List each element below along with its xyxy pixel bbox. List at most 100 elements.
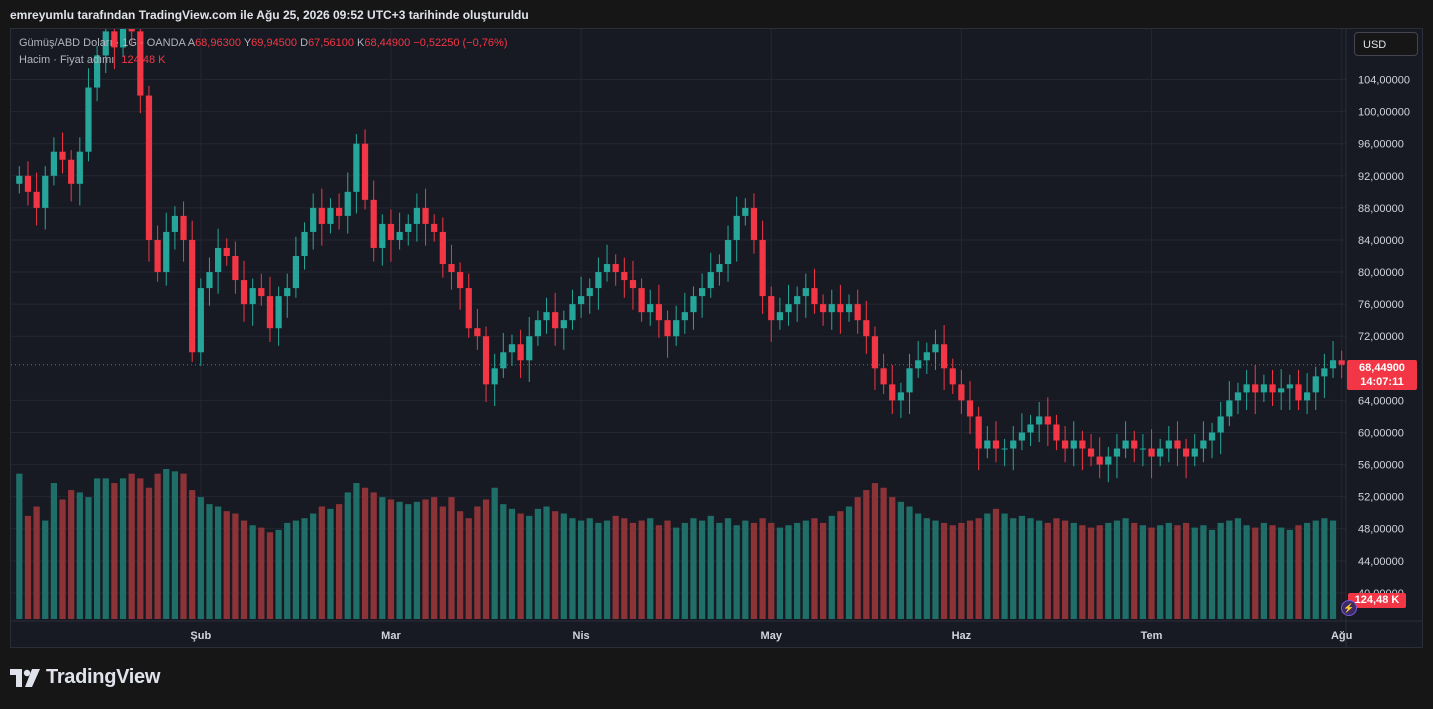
- candle-body: [42, 175, 49, 208]
- candle-body: [880, 368, 887, 385]
- volume-bar: [465, 518, 472, 619]
- volume-bar: [828, 515, 835, 619]
- volume-bar: [128, 473, 135, 619]
- candle-body: [145, 95, 153, 240]
- candle-body: [171, 215, 179, 232]
- chart-panel[interactable]: 104,00000 100,00000 96,00000 92,00000 88,000…: [10, 28, 1423, 648]
- volume-bar: [266, 532, 274, 619]
- volume-bar: [59, 499, 66, 619]
- candle-body: [1036, 416, 1043, 425]
- volume-bar: [431, 497, 438, 619]
- candle-body: [906, 368, 913, 393]
- volume-bar: [318, 506, 325, 619]
- volume-bar: [93, 478, 101, 619]
- candle-body: [1165, 440, 1172, 449]
- volume-bar: [707, 515, 714, 619]
- candle-body: [232, 256, 239, 281]
- candle-body: [128, 29, 135, 32]
- volume-bar: [975, 518, 982, 619]
- volume-label[interactable]: Hacim · Fiyat adımı: [19, 54, 115, 66]
- volume-bar: [396, 501, 403, 619]
- candle-body: [405, 223, 412, 232]
- x-tick-label: May: [761, 630, 783, 642]
- volume-bar: [854, 497, 861, 619]
- volume-bar: [249, 525, 256, 619]
- candle-body: [612, 264, 619, 273]
- lightning-icon[interactable]: ⚡: [1341, 600, 1357, 616]
- candle-body: [1286, 384, 1293, 389]
- candle-body: [897, 392, 905, 401]
- volume-bar: [1018, 515, 1026, 619]
- candle-body: [33, 191, 40, 208]
- candle-body: [560, 320, 567, 329]
- volume-bar: [1087, 527, 1095, 619]
- change-value: −0,52250 (−0,76%): [413, 37, 508, 49]
- volume-bar: [629, 522, 637, 619]
- currency-button[interactable]: USD: [1354, 32, 1418, 56]
- volume-bar: [301, 518, 308, 619]
- volume-bar: [1303, 522, 1311, 619]
- candle-body: [742, 207, 749, 216]
- volume-bar: [1053, 518, 1060, 619]
- candle-body: [1061, 440, 1069, 449]
- volume-bar: [742, 520, 749, 619]
- volume-bar: [76, 492, 83, 619]
- volume-bar: [214, 506, 222, 619]
- candle-body: [396, 231, 403, 240]
- candle-body: [603, 264, 611, 273]
- candle-body: [482, 336, 490, 385]
- candle-body: [1131, 440, 1138, 449]
- candle-body: [448, 264, 455, 273]
- price-chart[interactable]: 104,00000 100,00000 96,00000 92,00000 88,000…: [11, 29, 1423, 648]
- volume-bar: [1329, 520, 1337, 619]
- volume-bar: [491, 487, 498, 619]
- x-tick-label: Nis: [573, 630, 590, 642]
- candle-body: [465, 288, 472, 329]
- candle-body: [137, 31, 144, 96]
- volume-bar: [915, 513, 922, 619]
- volume-bar: [500, 504, 507, 619]
- volume-bar: [1269, 525, 1276, 619]
- candle-body: [629, 280, 637, 289]
- volume-bar: [819, 522, 827, 619]
- candle-body: [655, 304, 663, 321]
- volume-bar: [206, 504, 213, 619]
- low-value: 67,56100: [308, 37, 354, 49]
- candle-body: [189, 239, 196, 353]
- candle-body: [301, 231, 308, 256]
- candle-body: [1200, 440, 1207, 449]
- volume-bar: [1286, 529, 1293, 619]
- candle-body: [318, 207, 325, 224]
- volume-bar: [1243, 525, 1250, 619]
- candle-body: [569, 304, 576, 321]
- volume-bar: [923, 518, 930, 619]
- candle-body: [1148, 448, 1155, 457]
- tradingview-logo[interactable]: TradingView: [10, 666, 160, 689]
- candle-body: [759, 239, 766, 297]
- candle-body: [1208, 432, 1216, 441]
- candle-body: [93, 55, 101, 88]
- candle-body: [1252, 384, 1259, 393]
- candle-body: [716, 264, 723, 273]
- candle-body: [828, 304, 835, 313]
- open-label: A: [187, 37, 196, 49]
- volume-bar: [569, 518, 576, 619]
- y-tick-label: 44,00000: [1358, 556, 1404, 568]
- candle-body: [85, 87, 92, 152]
- volume-bar: [794, 522, 801, 619]
- volume-bar: [474, 506, 481, 619]
- bar-countdown: 14:07:11: [1360, 376, 1404, 388]
- volume-bar: [1234, 518, 1242, 619]
- volume-bar: [1027, 518, 1034, 619]
- candle-body: [1303, 392, 1311, 401]
- candle-body: [966, 400, 974, 417]
- volume-bar: [405, 504, 412, 619]
- candle-body: [543, 312, 550, 321]
- candle-body: [794, 296, 801, 305]
- volume-bar: [197, 497, 204, 619]
- symbol-label[interactable]: Gümüş/ABD Doları · 1G · OANDA: [19, 37, 186, 49]
- volume-bar: [1105, 522, 1112, 619]
- candle-body: [526, 336, 533, 361]
- volume-bar: [690, 518, 697, 619]
- volume-row: Hacim · Fiyat adımı 124,48 K: [19, 52, 508, 69]
